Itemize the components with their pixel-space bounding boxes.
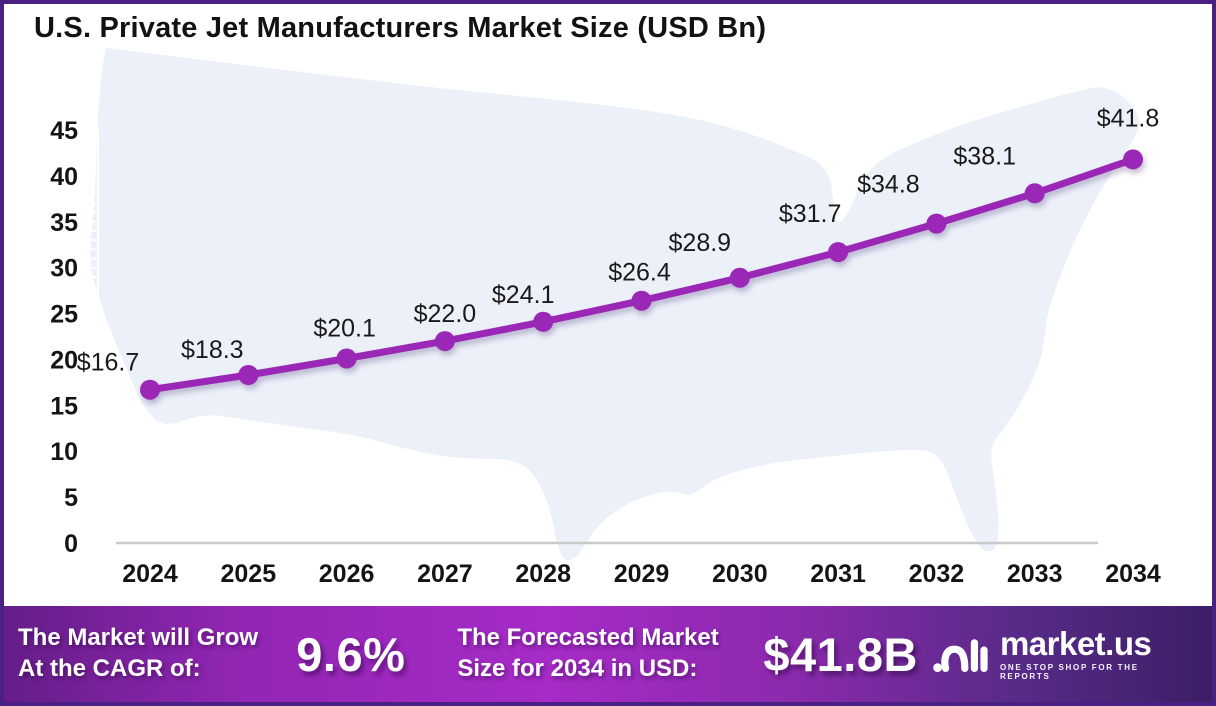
- data-label: $18.3: [181, 336, 244, 364]
- x-axis-label: 2025: [220, 560, 276, 588]
- y-axis-label: 35: [50, 209, 78, 237]
- x-axis-label: 2032: [909, 560, 965, 588]
- data-point: [729, 267, 750, 288]
- data-point: [631, 290, 652, 311]
- y-axis-label: 10: [50, 438, 78, 466]
- page-title: U.S. Private Jet Manufacturers Market Si…: [34, 12, 767, 44]
- y-axis-label: 30: [50, 255, 78, 283]
- marketus-logo-name: market.us: [999, 625, 1152, 662]
- y-axis-label: 15: [50, 392, 78, 420]
- footer-banner: The Market will Grow At the CAGR of: 9.6…: [4, 606, 1212, 702]
- x-axis-label: 2030: [712, 560, 768, 588]
- cagr-label-line1: The Market will Grow: [18, 624, 259, 652]
- forecast-value: $41.8B: [763, 627, 918, 681]
- x-axis-label: 2027: [417, 560, 473, 588]
- data-label: $38.1: [953, 142, 1016, 170]
- forecast-label-line1: The Forecasted Market: [457, 624, 719, 652]
- data-label: $41.8: [1097, 104, 1160, 132]
- data-label: $22.0: [414, 300, 477, 328]
- data-point: [336, 348, 357, 369]
- x-axis-labels: 2024 2025 2026 2027 2028 2029 2030 2031 2032 2033…: [122, 560, 1161, 588]
- series-group: [140, 149, 1143, 400]
- data-label: $28.9: [669, 229, 732, 257]
- y-axis-label: 40: [50, 163, 78, 191]
- data-labels: $16.7 $18.3 $20.1 $22.0 $24.1 $26.4$28.9 $31.7…: [77, 104, 1160, 376]
- y-axis-label: 5: [64, 484, 78, 512]
- cagr-value: 9.6%: [296, 627, 406, 681]
- x-axis-label: 2028: [515, 560, 571, 588]
- data-point: [140, 379, 160, 400]
- data-point: [533, 311, 554, 332]
- cagr-label: The Market will Grow At the CAGR of:: [18, 623, 296, 684]
- marketus-logo[interactable]: market.us ONE STOP SHOP FOR THE REPORTS: [932, 627, 1192, 681]
- data-label: $26.4: [608, 259, 671, 287]
- x-axis-label: 2024: [122, 560, 178, 588]
- data-point: [926, 213, 947, 234]
- data-label: $24.1: [492, 281, 555, 309]
- x-axis-label: 2034: [1105, 560, 1161, 588]
- y-axis-label: 20: [50, 346, 78, 374]
- data-label: $34.8: [857, 171, 920, 199]
- forecast-label: The Forecasted Market Size for 2034 in U…: [457, 623, 763, 684]
- x-axis-label: 2031: [810, 560, 866, 588]
- data-label: $16.7: [77, 349, 140, 377]
- marketus-logo-icon: [933, 639, 988, 673]
- y-axis-label: 25: [50, 301, 78, 329]
- y-axis-label: 45: [50, 117, 78, 145]
- y-axis-labels: 0 5 10 15 20 25 30 35 40 45: [50, 117, 78, 558]
- data-label: $20.1: [313, 315, 376, 343]
- data-point: [1123, 149, 1143, 170]
- forecast-label-line2: Size for 2034 in USD:: [457, 655, 698, 682]
- x-axis-label: 2029: [614, 560, 670, 588]
- x-axis-label: 2033: [1007, 560, 1063, 588]
- x-axis-label: 2026: [319, 560, 375, 588]
- data-point: [1024, 183, 1045, 204]
- marketus-logo-text: market.us ONE STOP SHOP FOR THE REPORTS: [1000, 627, 1192, 681]
- data-point: [828, 242, 849, 263]
- data-label: $31.7: [779, 200, 842, 228]
- y-axis-ruler: [89, 128, 99, 343]
- data-point: [238, 365, 259, 385]
- cagr-label-line2: At the CAGR of:: [18, 655, 201, 682]
- y-axis-label: 0: [64, 530, 78, 558]
- data-point: [434, 331, 455, 352]
- marketus-logo-tagline: ONE STOP SHOP FOR THE REPORTS: [999, 663, 1139, 681]
